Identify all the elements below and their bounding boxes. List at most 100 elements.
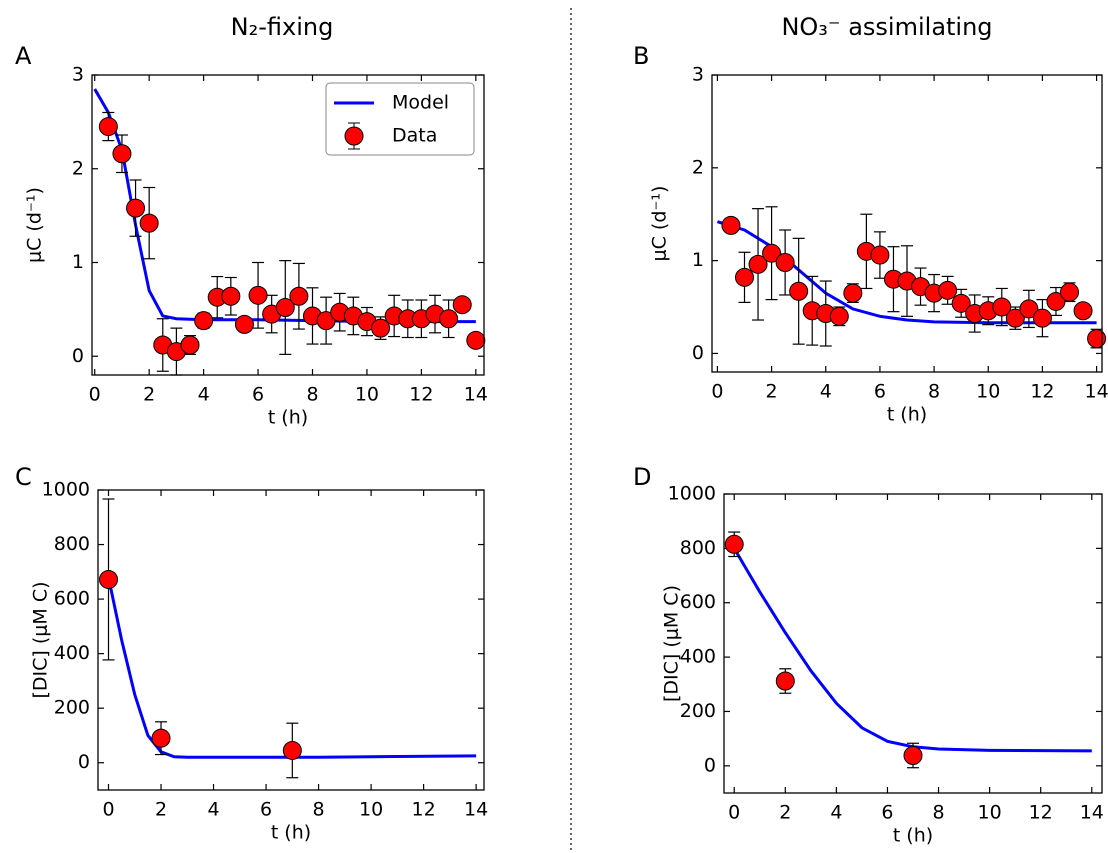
- x-tick-label: 2: [143, 384, 155, 406]
- model-line: [732, 547, 1092, 753]
- data-point: [234, 314, 254, 334]
- panel-label: A: [15, 42, 32, 70]
- x-axis-label: t (h): [887, 404, 927, 426]
- data-point: [126, 198, 146, 218]
- x-tick-label: 2: [779, 802, 791, 824]
- plot-frame: [97, 489, 485, 791]
- column-title: N₂-fixing: [231, 13, 334, 41]
- x-tick-label: 8: [928, 381, 940, 403]
- y-tick-label: 400: [680, 646, 716, 668]
- data-point: [775, 671, 795, 691]
- legend-marker: [344, 126, 364, 146]
- x-tick-label: 8: [306, 384, 318, 406]
- y-tick-label: 0: [704, 754, 716, 776]
- x-tick-label: 10: [355, 384, 379, 406]
- data-point: [951, 293, 971, 313]
- data-point: [439, 309, 459, 329]
- data-point: [112, 144, 132, 164]
- y-tick-label: 1000: [668, 483, 716, 505]
- data-point: [724, 534, 744, 554]
- x-tick-label: 2: [766, 381, 778, 403]
- data-point: [282, 740, 302, 760]
- x-tick-label: 6: [260, 799, 272, 821]
- data-point: [1032, 308, 1052, 328]
- data-point: [194, 311, 214, 331]
- x-tick-label: 6: [252, 384, 264, 406]
- y-tick-label: 2: [692, 156, 704, 178]
- panel-label: B: [633, 42, 649, 70]
- x-tick-label: 10: [359, 799, 383, 821]
- y-tick-label: 3: [692, 64, 704, 86]
- data-point: [98, 117, 118, 137]
- plot-frame: [723, 493, 1103, 794]
- data-point: [371, 318, 391, 338]
- y-tick-label: 1000: [42, 479, 90, 501]
- data-point: [1060, 282, 1079, 302]
- x-tick-label: 0: [728, 802, 740, 824]
- data-point: [99, 569, 119, 589]
- data-point: [452, 295, 472, 315]
- x-tick-label: 4: [830, 802, 842, 824]
- model-line: [716, 220, 1097, 325]
- data-point: [316, 311, 336, 331]
- x-tick-label: 0: [102, 799, 114, 821]
- y-tick-label: 600: [54, 588, 90, 610]
- y-tick-label: 3: [72, 64, 84, 86]
- x-tick-label: 4: [198, 384, 210, 406]
- y-tick-label: 400: [54, 642, 90, 664]
- data-point: [870, 245, 890, 265]
- x-tick-label: 4: [207, 799, 219, 821]
- y-tick-label: 1: [72, 251, 84, 273]
- x-tick-label: 10: [976, 381, 1000, 403]
- y-tick-label: 800: [54, 533, 90, 555]
- y-axis-label: μC (d⁻¹): [649, 186, 671, 262]
- model-line: [107, 576, 477, 759]
- y-axis-label: [DIC] (μM C): [30, 582, 52, 699]
- x-tick-label: 0: [711, 381, 723, 403]
- data-point: [221, 286, 241, 306]
- data-point: [1019, 299, 1039, 319]
- y-tick-label: 0: [78, 751, 90, 773]
- panel-label: C: [15, 463, 32, 491]
- data-point: [721, 215, 741, 235]
- plot-frame: [91, 74, 485, 376]
- x-axis-label: t (h): [271, 822, 311, 844]
- y-axis-label: μC (d⁻¹): [24, 187, 46, 263]
- y-tick-label: 800: [680, 537, 716, 559]
- panel-label: D: [633, 463, 651, 491]
- x-tick-label: 12: [409, 384, 433, 406]
- legend-label: Model: [392, 92, 449, 114]
- data-point: [1005, 308, 1025, 328]
- y-axis-label: [DIC] (μM C): [661, 585, 683, 702]
- data-point: [938, 280, 958, 300]
- data-point: [829, 306, 849, 326]
- plot-frame: [711, 74, 1103, 373]
- data-point: [775, 252, 795, 272]
- data-point: [762, 243, 782, 263]
- x-tick-label: 12: [1030, 381, 1054, 403]
- x-axis-label: t (h): [893, 825, 933, 847]
- column-title: NO₃⁻ assimilating: [781, 13, 992, 41]
- y-tick-label: 1: [692, 249, 704, 271]
- x-tick-label: 14: [1080, 802, 1104, 824]
- data-point: [151, 728, 171, 748]
- data-point: [275, 298, 295, 317]
- data-point: [248, 285, 268, 305]
- x-tick-label: 8: [313, 799, 325, 821]
- data-point: [1073, 301, 1093, 321]
- data-point: [735, 267, 754, 287]
- data-point: [1087, 329, 1107, 349]
- x-tick-label: 0: [89, 384, 101, 406]
- x-tick-label: 4: [820, 381, 832, 403]
- y-tick-label: 2: [72, 157, 84, 179]
- y-tick-label: 200: [680, 700, 716, 722]
- x-tick-label: 8: [932, 802, 944, 824]
- data-point: [903, 745, 923, 765]
- y-tick-label: 200: [54, 697, 90, 719]
- x-axis-label: t (h): [268, 407, 308, 429]
- x-tick-label: 14: [464, 384, 488, 406]
- data-point: [289, 286, 309, 306]
- x-tick-label: 10: [978, 802, 1002, 824]
- data-point: [1046, 291, 1066, 311]
